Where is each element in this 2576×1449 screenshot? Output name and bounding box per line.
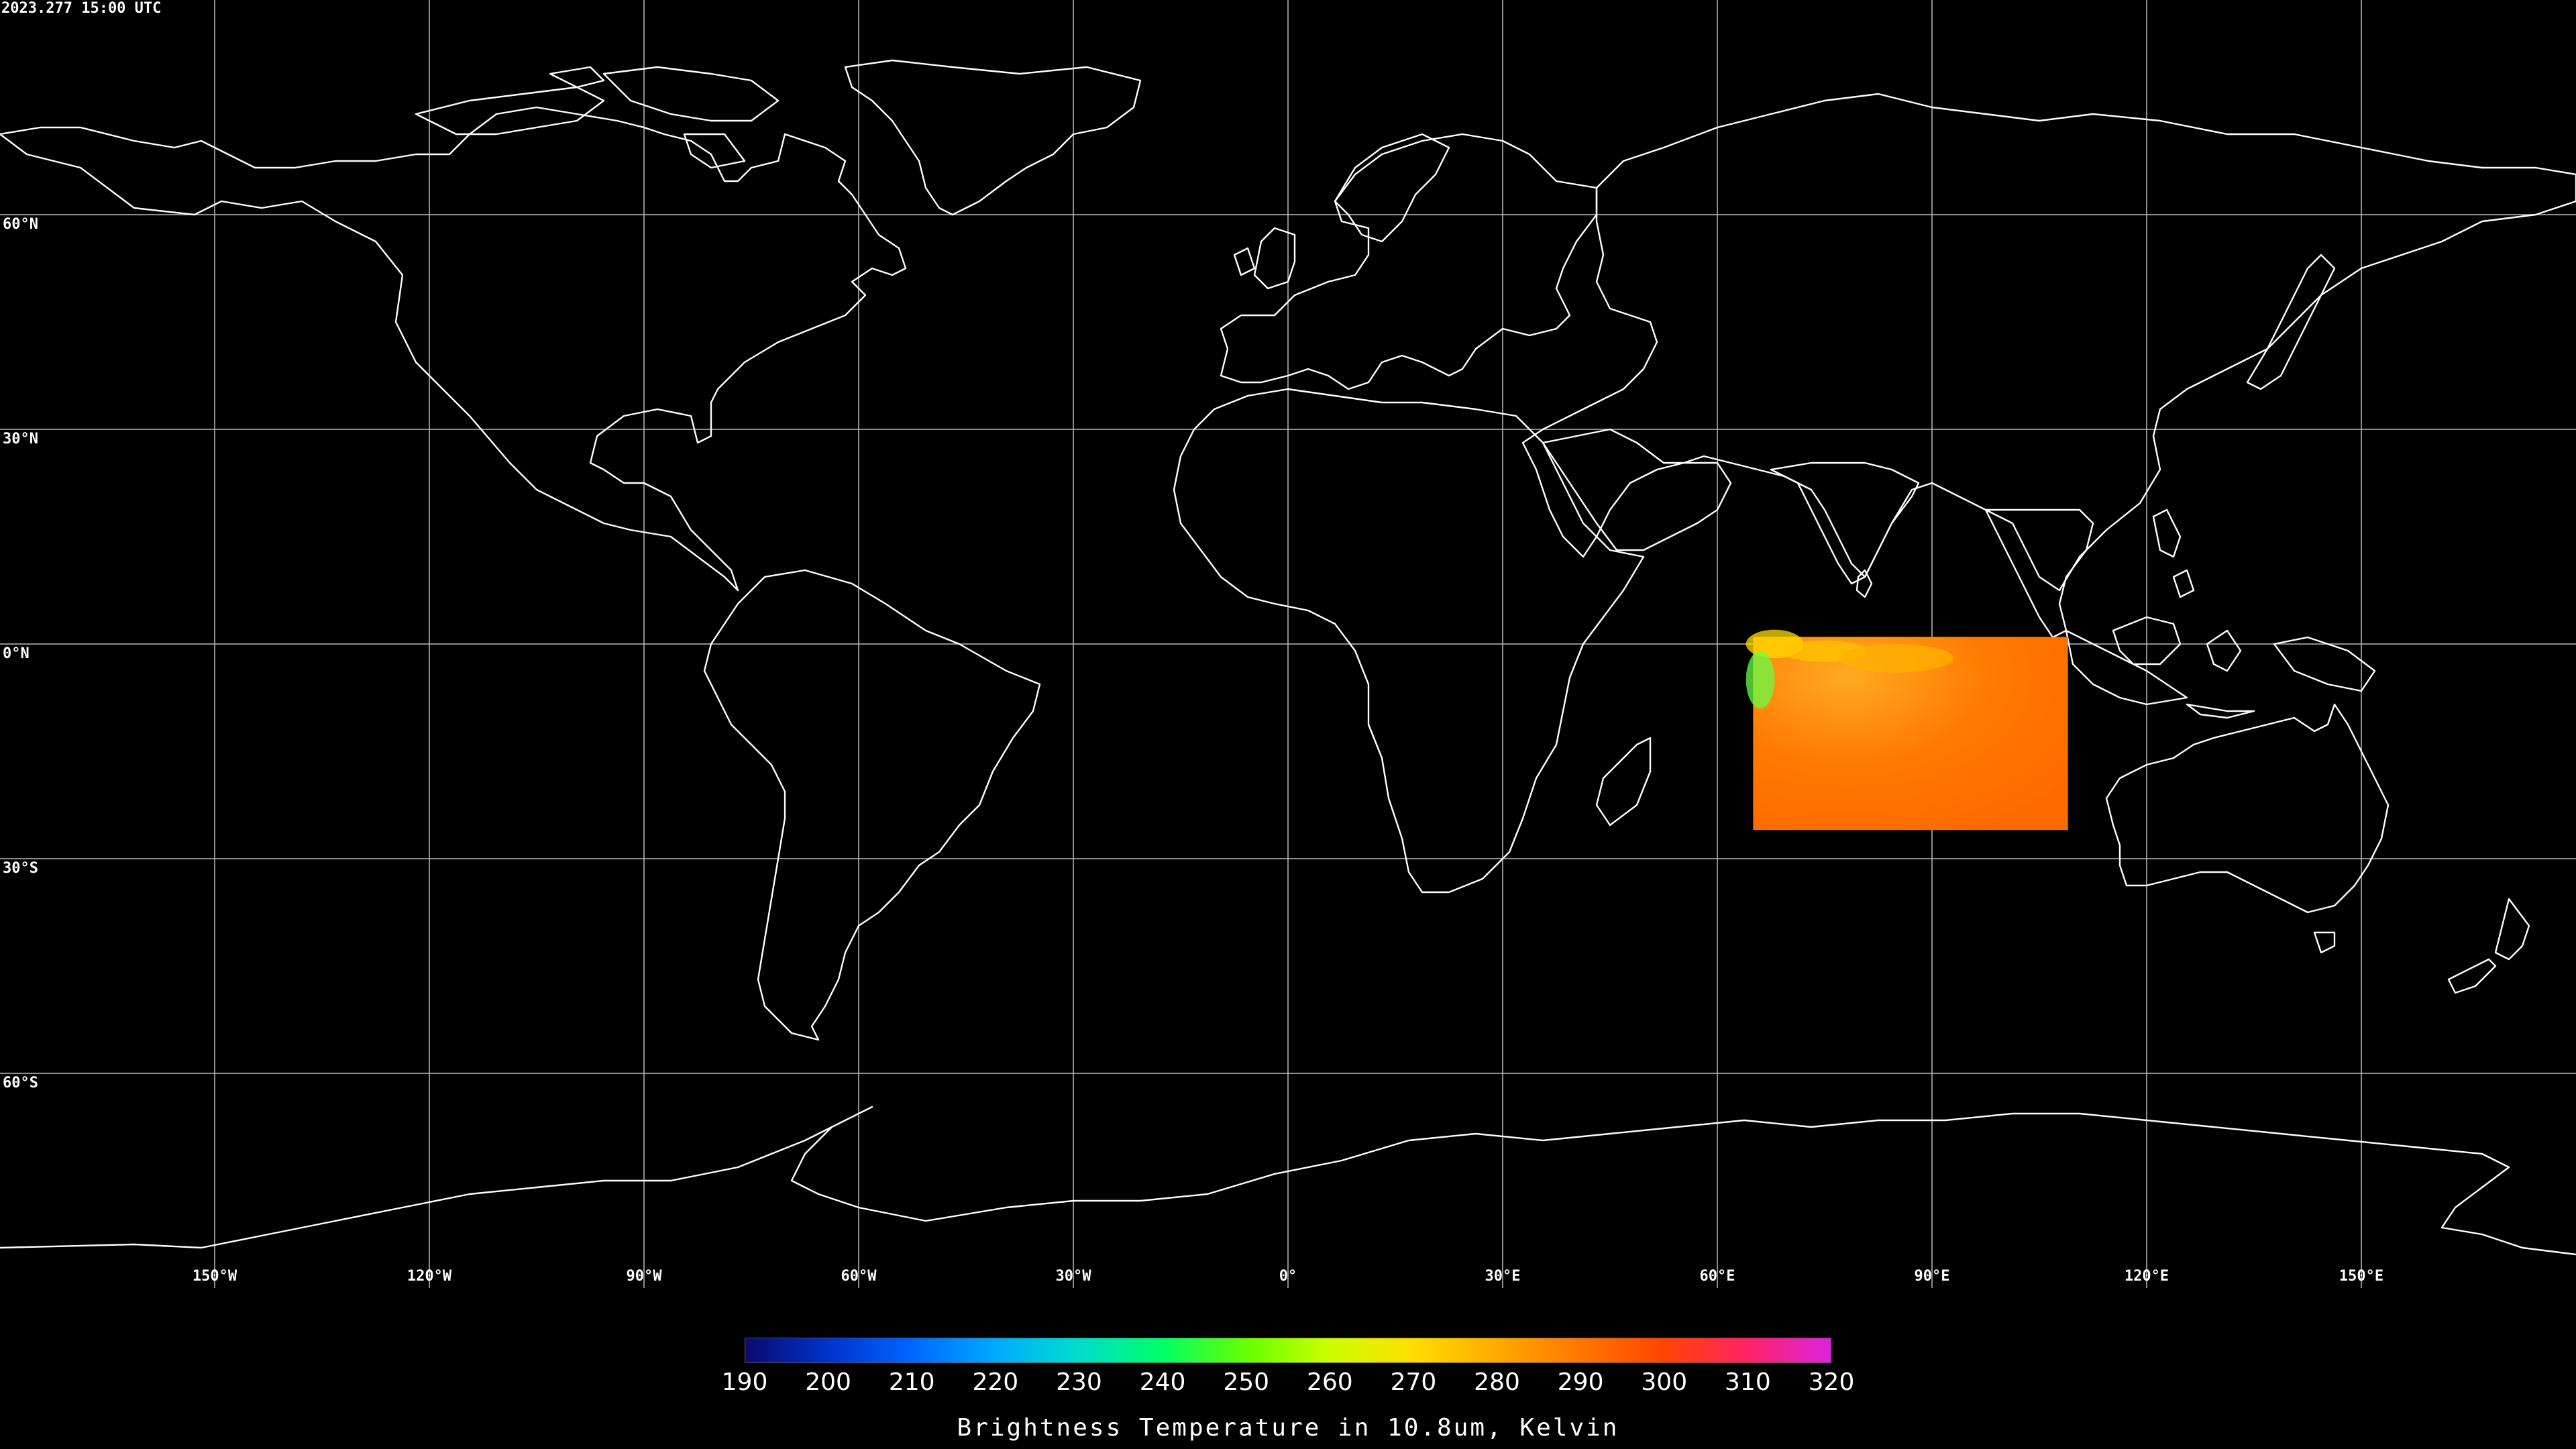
satellite-data-patch <box>1746 629 2068 830</box>
longitude-label: 30°W <box>1055 1268 1091 1285</box>
latitude-label: 0°N <box>3 645 30 662</box>
colorbar-tick-label: 200 <box>805 1368 851 1396</box>
colorbar-title: Brightness Temperature in 10.8um, Kelvin <box>957 1414 1619 1442</box>
colorbar-tick-label: 270 <box>1390 1368 1437 1396</box>
coast-indonesia <box>2065 616 2376 719</box>
world-map <box>0 0 2576 1288</box>
coast-europe <box>1220 133 1598 390</box>
coastlines <box>0 59 2576 1256</box>
coast-arctic-islands <box>415 66 780 169</box>
longitude-label: 150°W <box>192 1268 237 1285</box>
longitude-label: 150°E <box>2339 1268 2384 1285</box>
timestamp-label: 2023.277 15:00 UTC <box>1 0 162 17</box>
longitude-label: 60°E <box>1699 1268 1735 1285</box>
longitude-label: 60°W <box>841 1268 877 1285</box>
latitude-label: 30°S <box>3 860 38 877</box>
longitude-label: 0° <box>1279 1268 1297 1285</box>
colorbar-tick-label: 240 <box>1139 1368 1186 1396</box>
graticule <box>0 0 2576 1288</box>
coast-north-america <box>0 106 907 592</box>
latitude-label: 60°N <box>3 216 38 233</box>
colorbar-tick-label: 290 <box>1557 1368 1604 1396</box>
longitude-label: 120°W <box>407 1268 452 1285</box>
colorbar-tick-label: 280 <box>1474 1368 1520 1396</box>
colorbar-tick-label: 220 <box>972 1368 1019 1396</box>
colorbar-tick-label: 230 <box>1056 1368 1102 1396</box>
coast-africa <box>1173 388 1645 894</box>
coast-new-zealand <box>2447 898 2530 994</box>
coast-greenland <box>844 59 1142 216</box>
coast-scandinavia <box>1334 133 1450 243</box>
coast-philippines <box>2152 508 2195 598</box>
coast-australia <box>2105 703 2390 914</box>
coast-india <box>1770 462 1920 585</box>
coast-sri-lanka <box>1856 569 1873 598</box>
colorbar-tick-label: 210 <box>888 1368 935 1396</box>
colorbar-tick-label: 300 <box>1641 1368 1688 1396</box>
longitude-label: 30°E <box>1485 1268 1521 1285</box>
latitude-label: 60°S <box>3 1075 38 1091</box>
coast-madagascar <box>1595 737 1652 826</box>
colorbar-tick-label: 250 <box>1223 1368 1270 1396</box>
coast-south-america <box>703 569 1041 1041</box>
coast-tasmania <box>2313 931 2336 954</box>
cloud-region <box>1746 651 1775 708</box>
coast-antarctica <box>0 1106 2576 1256</box>
colorbar <box>745 1338 1831 1363</box>
colorbar-tick-label: 190 <box>721 1368 768 1396</box>
longitude-label: 120°E <box>2124 1268 2169 1285</box>
longitude-label: 90°W <box>626 1268 662 1285</box>
latitude-label: 30°N <box>3 431 38 447</box>
cloud-region <box>1839 644 1954 673</box>
coast-se-asia <box>1984 508 2094 639</box>
colorbar-tick-label: 320 <box>1808 1368 1855 1396</box>
coast-japan <box>2246 254 2336 390</box>
colorbar-gradient <box>745 1338 1831 1363</box>
coast-asia <box>1521 93 2576 592</box>
colorbar-tick-label: 260 <box>1306 1368 1353 1396</box>
longitude-label: 90°E <box>1914 1268 1950 1285</box>
coast-british-isles <box>1233 227 1296 290</box>
coast-arabia <box>1542 428 1732 551</box>
colorbar-tick-label: 310 <box>1725 1368 1771 1396</box>
